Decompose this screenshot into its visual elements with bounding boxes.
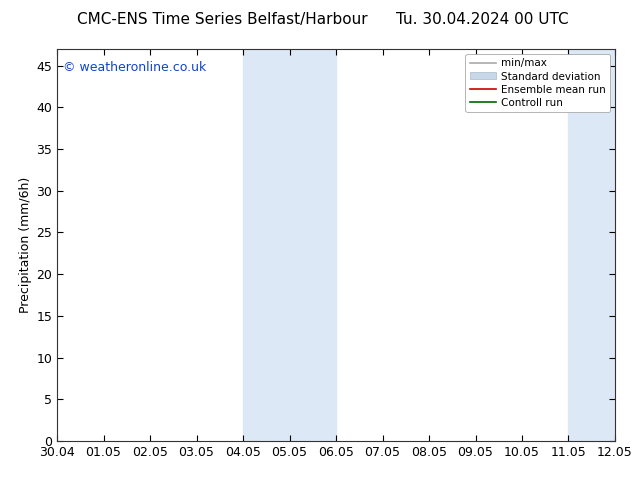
- Text: CMC-ENS Time Series Belfast/Harbour: CMC-ENS Time Series Belfast/Harbour: [77, 12, 367, 27]
- Bar: [569, 49, 634, 441]
- Legend: min/max, Standard deviation, Ensemble mean run, Controll run: min/max, Standard deviation, Ensemble me…: [465, 54, 610, 112]
- Y-axis label: Precipitation (mm/6h): Precipitation (mm/6h): [19, 177, 32, 313]
- Text: © weatheronline.co.uk: © weatheronline.co.uk: [63, 61, 206, 74]
- Text: Tu. 30.04.2024 00 UTC: Tu. 30.04.2024 00 UTC: [396, 12, 568, 27]
- Bar: [243, 49, 336, 441]
